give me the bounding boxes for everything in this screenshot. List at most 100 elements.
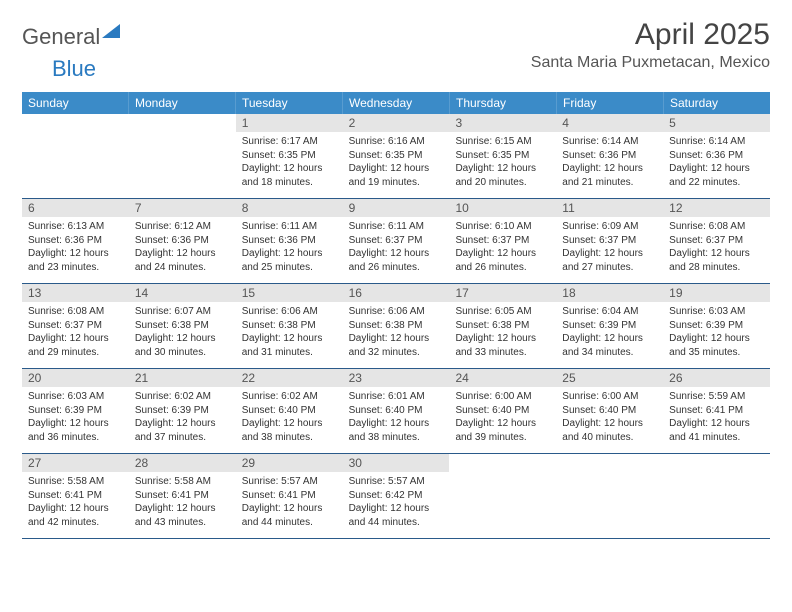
- day-cell: 24Sunrise: 6:00 AMSunset: 6:40 PMDayligh…: [449, 369, 556, 453]
- day-cell: 1Sunrise: 6:17 AMSunset: 6:35 PMDaylight…: [236, 114, 343, 198]
- sunrise-line: Sunrise: 5:58 AM: [135, 475, 230, 489]
- sunrise-line: Sunrise: 6:00 AM: [562, 390, 657, 404]
- sunset-line: Sunset: 6:39 PM: [562, 319, 657, 333]
- sunset-line: Sunset: 6:35 PM: [455, 149, 550, 163]
- sunrise-line: Sunrise: 5:57 AM: [349, 475, 444, 489]
- sunrise-line: Sunrise: 6:12 AM: [135, 220, 230, 234]
- day-body: Sunrise: 6:03 AMSunset: 6:39 PMDaylight:…: [663, 302, 770, 365]
- daylight-line: Daylight: 12 hours and 35 minutes.: [669, 332, 764, 359]
- logo-triangle-icon: [102, 24, 120, 38]
- day-body: Sunrise: 6:06 AMSunset: 6:38 PMDaylight:…: [236, 302, 343, 365]
- day-cell: 23Sunrise: 6:01 AMSunset: 6:40 PMDayligh…: [343, 369, 450, 453]
- day-cell: 15Sunrise: 6:06 AMSunset: 6:38 PMDayligh…: [236, 284, 343, 368]
- sunset-line: Sunset: 6:35 PM: [242, 149, 337, 163]
- sunrise-line: Sunrise: 6:06 AM: [349, 305, 444, 319]
- day-body: Sunrise: 6:10 AMSunset: 6:37 PMDaylight:…: [449, 217, 556, 280]
- day-body: Sunrise: 6:11 AMSunset: 6:36 PMDaylight:…: [236, 217, 343, 280]
- daylight-line: Daylight: 12 hours and 44 minutes.: [242, 502, 337, 529]
- daylight-line: Daylight: 12 hours and 32 minutes.: [349, 332, 444, 359]
- day-body: Sunrise: 5:58 AMSunset: 6:41 PMDaylight:…: [22, 472, 129, 535]
- day-number: 23: [343, 369, 450, 387]
- week-row: 6Sunrise: 6:13 AMSunset: 6:36 PMDaylight…: [22, 199, 770, 284]
- day-body: Sunrise: 6:17 AMSunset: 6:35 PMDaylight:…: [236, 132, 343, 195]
- month-title: April 2025: [531, 18, 770, 52]
- day-cell: 13Sunrise: 6:08 AMSunset: 6:37 PMDayligh…: [22, 284, 129, 368]
- day-cell: 9Sunrise: 6:11 AMSunset: 6:37 PMDaylight…: [343, 199, 450, 283]
- sunset-line: Sunset: 6:41 PM: [28, 489, 123, 503]
- daylight-line: Daylight: 12 hours and 38 minutes.: [349, 417, 444, 444]
- day-cell: 28Sunrise: 5:58 AMSunset: 6:41 PMDayligh…: [129, 454, 236, 538]
- sunset-line: Sunset: 6:36 PM: [242, 234, 337, 248]
- day-body: Sunrise: 6:06 AMSunset: 6:38 PMDaylight:…: [343, 302, 450, 365]
- day-number: 20: [22, 369, 129, 387]
- day-number: 25: [556, 369, 663, 387]
- weekday-wednesday: Wednesday: [343, 92, 450, 114]
- sunset-line: Sunset: 6:38 PM: [349, 319, 444, 333]
- daylight-line: Daylight: 12 hours and 39 minutes.: [455, 417, 550, 444]
- weekday-sunday: Sunday: [22, 92, 129, 114]
- daylight-line: Daylight: 12 hours and 38 minutes.: [242, 417, 337, 444]
- daylight-line: Daylight: 12 hours and 20 minutes.: [455, 162, 550, 189]
- day-number: 8: [236, 199, 343, 217]
- day-cell: 11Sunrise: 6:09 AMSunset: 6:37 PMDayligh…: [556, 199, 663, 283]
- daylight-line: Daylight: 12 hours and 24 minutes.: [135, 247, 230, 274]
- day-cell-empty: [556, 454, 663, 538]
- day-cell: 3Sunrise: 6:15 AMSunset: 6:35 PMDaylight…: [449, 114, 556, 198]
- day-number: 22: [236, 369, 343, 387]
- day-body: Sunrise: 6:05 AMSunset: 6:38 PMDaylight:…: [449, 302, 556, 365]
- day-number: 2: [343, 114, 450, 132]
- daylight-line: Daylight: 12 hours and 33 minutes.: [455, 332, 550, 359]
- day-number: 4: [556, 114, 663, 132]
- sunset-line: Sunset: 6:41 PM: [135, 489, 230, 503]
- day-cell: 25Sunrise: 6:00 AMSunset: 6:40 PMDayligh…: [556, 369, 663, 453]
- sunset-line: Sunset: 6:38 PM: [455, 319, 550, 333]
- weekday-header-row: SundayMondayTuesdayWednesdayThursdayFrid…: [22, 92, 770, 114]
- daylight-line: Daylight: 12 hours and 26 minutes.: [455, 247, 550, 274]
- sunset-line: Sunset: 6:39 PM: [28, 404, 123, 418]
- day-number: 21: [129, 369, 236, 387]
- day-number: 15: [236, 284, 343, 302]
- sunset-line: Sunset: 6:41 PM: [242, 489, 337, 503]
- day-body: Sunrise: 5:57 AMSunset: 6:41 PMDaylight:…: [236, 472, 343, 535]
- weekday-tuesday: Tuesday: [236, 92, 343, 114]
- day-number: 28: [129, 454, 236, 472]
- day-number: 18: [556, 284, 663, 302]
- day-number: 16: [343, 284, 450, 302]
- sunrise-line: Sunrise: 6:02 AM: [242, 390, 337, 404]
- sunrise-line: Sunrise: 6:04 AM: [562, 305, 657, 319]
- day-body: Sunrise: 5:57 AMSunset: 6:42 PMDaylight:…: [343, 472, 450, 535]
- day-body: Sunrise: 6:00 AMSunset: 6:40 PMDaylight:…: [449, 387, 556, 450]
- day-cell: 21Sunrise: 6:02 AMSunset: 6:39 PMDayligh…: [129, 369, 236, 453]
- day-number: 9: [343, 199, 450, 217]
- sunset-line: Sunset: 6:38 PM: [242, 319, 337, 333]
- daylight-line: Daylight: 12 hours and 23 minutes.: [28, 247, 123, 274]
- day-body: Sunrise: 6:13 AMSunset: 6:36 PMDaylight:…: [22, 217, 129, 280]
- day-body: Sunrise: 5:58 AMSunset: 6:41 PMDaylight:…: [129, 472, 236, 535]
- day-cell: 22Sunrise: 6:02 AMSunset: 6:40 PMDayligh…: [236, 369, 343, 453]
- sunrise-line: Sunrise: 6:00 AM: [455, 390, 550, 404]
- week-row: 13Sunrise: 6:08 AMSunset: 6:37 PMDayligh…: [22, 284, 770, 369]
- sunrise-line: Sunrise: 6:17 AM: [242, 135, 337, 149]
- daylight-line: Daylight: 12 hours and 40 minutes.: [562, 417, 657, 444]
- daylight-line: Daylight: 12 hours and 22 minutes.: [669, 162, 764, 189]
- week-row: 1Sunrise: 6:17 AMSunset: 6:35 PMDaylight…: [22, 114, 770, 199]
- day-cell: 14Sunrise: 6:07 AMSunset: 6:38 PMDayligh…: [129, 284, 236, 368]
- day-number: 7: [129, 199, 236, 217]
- day-cell-empty: [663, 454, 770, 538]
- sunrise-line: Sunrise: 6:10 AM: [455, 220, 550, 234]
- day-cell: 17Sunrise: 6:05 AMSunset: 6:38 PMDayligh…: [449, 284, 556, 368]
- sunset-line: Sunset: 6:38 PM: [135, 319, 230, 333]
- day-cell: 16Sunrise: 6:06 AMSunset: 6:38 PMDayligh…: [343, 284, 450, 368]
- logo: General: [22, 24, 120, 50]
- sunrise-line: Sunrise: 6:05 AM: [455, 305, 550, 319]
- daylight-line: Daylight: 12 hours and 21 minutes.: [562, 162, 657, 189]
- calendar: SundayMondayTuesdayWednesdayThursdayFrid…: [22, 92, 770, 539]
- sunset-line: Sunset: 6:35 PM: [349, 149, 444, 163]
- daylight-line: Daylight: 12 hours and 43 minutes.: [135, 502, 230, 529]
- sunrise-line: Sunrise: 6:11 AM: [242, 220, 337, 234]
- day-body: Sunrise: 5:59 AMSunset: 6:41 PMDaylight:…: [663, 387, 770, 450]
- day-number: 3: [449, 114, 556, 132]
- sunrise-line: Sunrise: 5:57 AM: [242, 475, 337, 489]
- day-body: Sunrise: 6:03 AMSunset: 6:39 PMDaylight:…: [22, 387, 129, 450]
- day-number: 30: [343, 454, 450, 472]
